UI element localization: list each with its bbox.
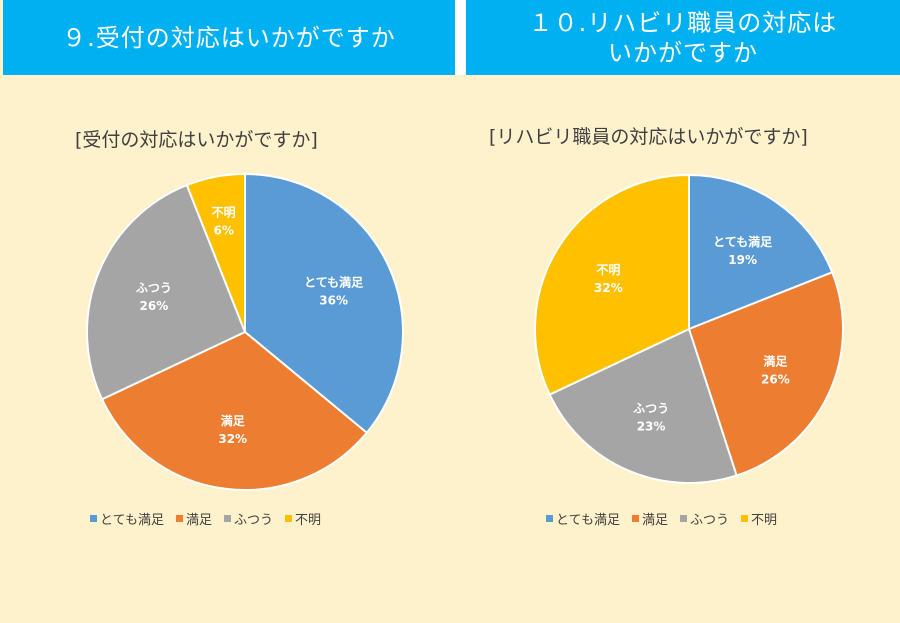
legend-swatch — [679, 515, 687, 522]
right-header-line2: いかがですか — [607, 38, 758, 67]
slice-value-label: 26% — [761, 373, 790, 387]
pie-slice-4 — [534, 173, 690, 396]
slice-category-label: とても満足 — [713, 234, 772, 249]
chart2-legend: とても満足 満足 ふつう 不明 — [546, 509, 789, 528]
legend-label: 満足 — [641, 513, 668, 528]
chart2-legend-item: ふつう — [679, 509, 729, 528]
slice-category-label: 不明 — [212, 205, 236, 219]
slice-category-label: 不明 — [596, 263, 620, 277]
chart2-legend-item: 不明 — [741, 509, 777, 528]
pie-slice-1 — [688, 173, 834, 331]
pie-slice-3 — [86, 183, 247, 401]
chart1-legend-item: 満足 — [175, 509, 212, 528]
slice-category-label: 満足 — [763, 354, 787, 369]
pie-slice-2 — [687, 271, 844, 477]
chart2-legend-item: とても満足 — [546, 509, 620, 528]
right-header-line1: １０.リハビリ職員の対応は — [528, 8, 838, 37]
legend-swatch — [741, 515, 748, 522]
slice-value-label: 6% — [213, 223, 233, 237]
legend-swatch — [546, 515, 553, 522]
legend-label: とても満足 — [556, 513, 620, 528]
chart2-pie: とても満足 19% 満足 26% ふつう 23% 不明 32% — [534, 173, 844, 484]
slice-category-label: ふつう — [633, 402, 669, 416]
slice-value-label: 23% — [637, 420, 666, 434]
chart1-title: [受付の対応はいかがですか] — [75, 129, 318, 151]
chart1-legend-item: とても満足 — [90, 509, 164, 528]
pie-slice-3 — [548, 327, 738, 484]
left-section-header: ９.受付の対応はいかがですか — [3, 0, 455, 75]
pie-slice-1 — [244, 172, 404, 435]
legend-swatch — [631, 515, 639, 522]
right-section-header: １０.リハビリ職員の対応は いかがですか — [466, 0, 900, 75]
left-header-text: ９.受付の対応はいかがですか — [62, 23, 396, 52]
slice-value-label: 26% — [140, 299, 169, 313]
legend-swatch — [223, 515, 231, 522]
legend-label: ふつう — [689, 513, 729, 528]
pie-slice-2 — [100, 330, 369, 491]
legend-label: 満足 — [185, 513, 212, 528]
slice-value-label: 19% — [728, 253, 757, 267]
slice-category-label: とても満足 — [304, 274, 363, 289]
legend-label: 不明 — [295, 513, 322, 528]
chart2-legend-item: 満足 — [631, 509, 668, 528]
chart2-title: [リハビリ職員の対応はいかがですか] — [489, 126, 808, 148]
slice-value-label: 32% — [218, 432, 247, 446]
legend-swatch — [285, 515, 292, 522]
legend-swatch — [175, 515, 183, 522]
slice-value-label: 32% — [594, 281, 623, 295]
chart1-legend-item: 不明 — [285, 509, 321, 528]
chart1-legend-item: ふつう — [223, 509, 273, 528]
legend-label: 不明 — [751, 513, 778, 528]
slice-category-label: ふつう — [136, 281, 172, 295]
header-divider — [455, 0, 466, 75]
pie-slice-4 — [185, 172, 246, 333]
chart1-pie: とても満足 36% 満足 32% ふつう 26% 不明 6% — [86, 172, 404, 491]
chart1-legend: とても満足 満足 ふつう 不明 — [90, 509, 333, 528]
slice-value-label: 36% — [319, 293, 348, 307]
legend-label: ふつう — [233, 513, 273, 528]
slice-category-label: 満足 — [221, 413, 245, 428]
legend-label: とても満足 — [100, 513, 164, 528]
legend-swatch — [90, 515, 97, 522]
